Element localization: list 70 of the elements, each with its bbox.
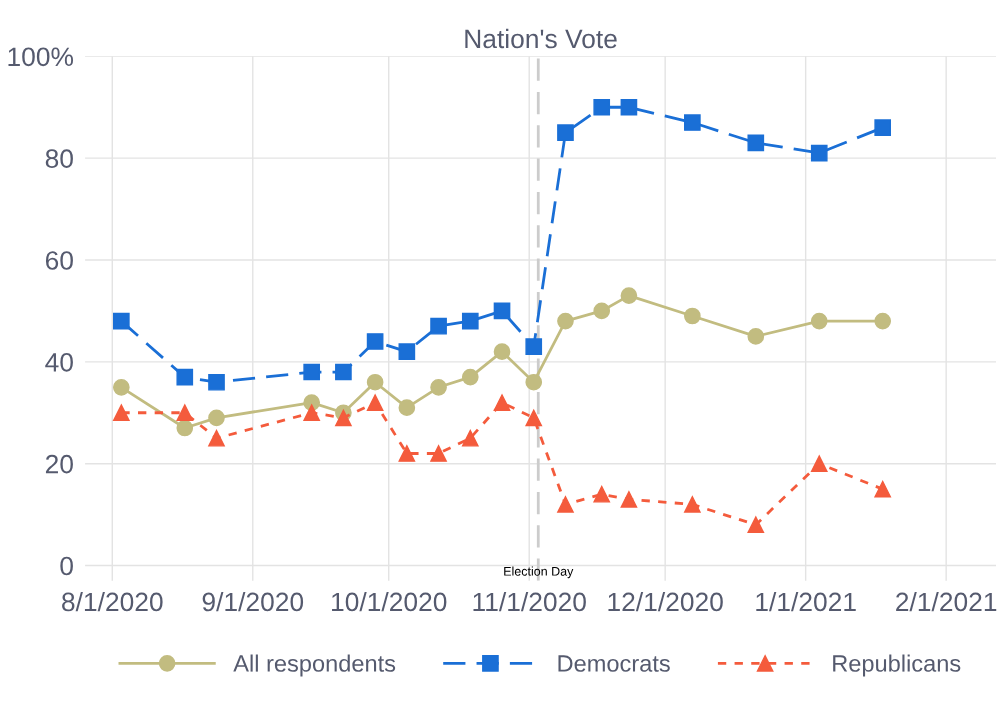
- point: [176, 419, 194, 437]
- point: [461, 368, 479, 386]
- y-tick-label: 80: [45, 149, 73, 168]
- y-tick-label: 20: [45, 454, 73, 474]
- point: [747, 134, 765, 152]
- point: [620, 287, 638, 304]
- point: [303, 404, 321, 422]
- y-tick-label: 60: [45, 251, 73, 270]
- point: [366, 394, 384, 411]
- point: [366, 333, 384, 350]
- point: [684, 114, 701, 131]
- point: [874, 312, 892, 330]
- x-tick-label: 11/1/2020: [473, 591, 586, 612]
- point: [557, 124, 574, 142]
- x-tick-label: 8/1/2020: [62, 591, 163, 612]
- y-tick-label: 40: [45, 352, 73, 372]
- point: [493, 394, 511, 411]
- point: [366, 373, 384, 391]
- legend-label: All respondents: [233, 654, 396, 677]
- y-tick-label: 0: [60, 556, 73, 576]
- x-tick-label: 10/1/2020: [332, 591, 447, 612]
- point: [493, 343, 511, 360]
- point: [208, 373, 225, 391]
- point: [335, 409, 352, 427]
- point: [461, 429, 479, 447]
- point: [461, 312, 479, 330]
- point: [684, 307, 701, 325]
- ref-line-label: Election Day: [504, 566, 574, 579]
- point: [113, 404, 130, 422]
- legend-label: Republicans: [833, 654, 961, 677]
- point: [593, 302, 611, 320]
- point: [113, 378, 130, 396]
- point: [810, 455, 828, 473]
- point: [810, 312, 828, 330]
- point: [874, 119, 892, 136]
- point: [525, 409, 543, 427]
- point: [684, 496, 701, 513]
- point: [303, 363, 321, 381]
- point: [525, 373, 543, 391]
- point: [593, 485, 611, 503]
- point: [557, 496, 574, 513]
- point: [493, 302, 511, 320]
- point: [620, 490, 638, 508]
- point: [874, 480, 892, 498]
- point: [620, 98, 638, 116]
- point: [176, 404, 194, 422]
- x-tick-label: 1/1/2021: [756, 591, 856, 612]
- point: [557, 312, 574, 330]
- point: [398, 399, 416, 417]
- x-tick-label: 9/1/2020: [202, 591, 304, 612]
- point: [810, 144, 828, 162]
- point: [113, 312, 130, 330]
- point: [335, 363, 352, 381]
- point: [430, 378, 447, 396]
- x-tick-label: 12/1/2020: [608, 591, 723, 612]
- point: [208, 409, 225, 427]
- point: [208, 429, 225, 447]
- point: [747, 516, 765, 534]
- point: [525, 338, 543, 355]
- point: [430, 445, 447, 462]
- point: [430, 317, 447, 335]
- chart-title: Nation's Vote: [465, 28, 617, 49]
- y-tick-label: 100%: [8, 47, 74, 67]
- point: [747, 328, 765, 345]
- point: [398, 445, 416, 462]
- point: [176, 368, 194, 386]
- point: [593, 98, 611, 116]
- legend-label: Democrats: [558, 655, 670, 672]
- point: [398, 343, 416, 360]
- x-tick-label: 2/1/2021: [896, 591, 997, 612]
